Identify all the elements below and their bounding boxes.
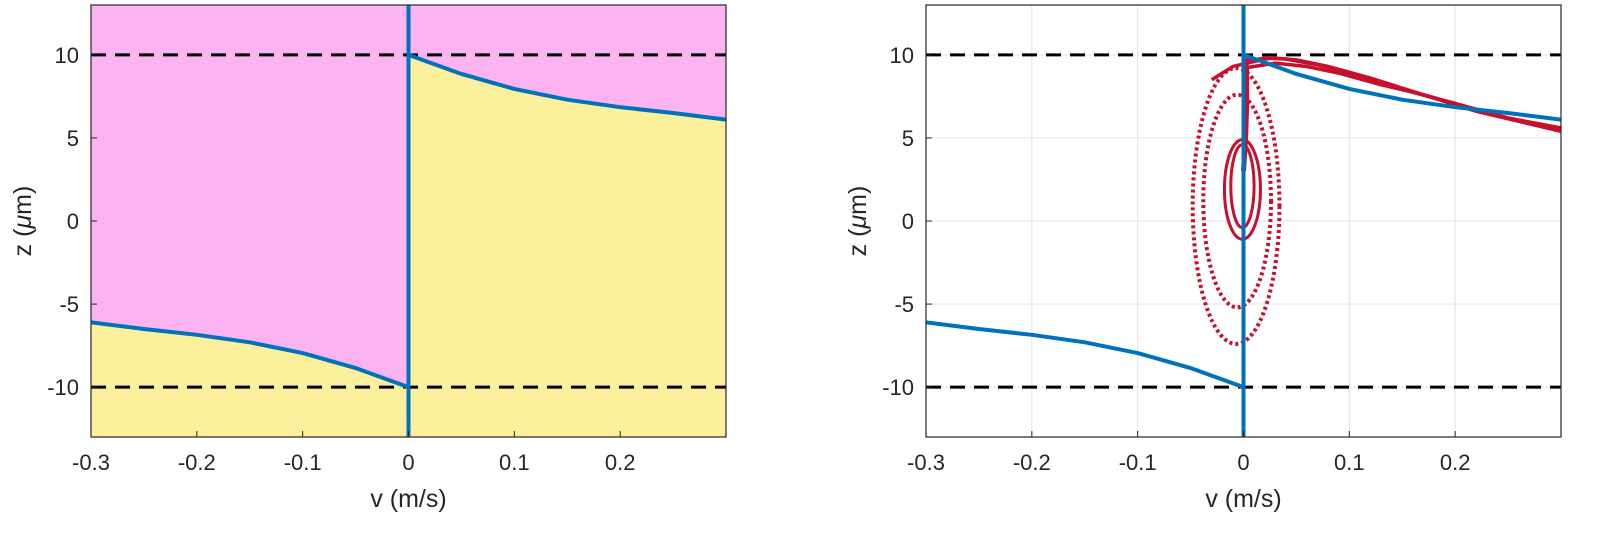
left-panel: -0.3 -0.2 -0.1 0 0.1 0.2 -10 -5 0 5 10 v (m/s) z (μm… [9,4,727,513]
y-tick-label: 10 [55,43,79,68]
x-tick-label: 0.2 [605,450,636,475]
x-tick-label: -0.1 [1119,450,1157,475]
y-tick-label: 0 [902,209,914,234]
x-axis-label: v (m/s) [1205,485,1281,513]
x-tick-label: -0.3 [907,450,945,475]
y-axis-label: z (μm) [9,186,37,257]
right-panel: -0.3 -0.2 -0.1 0 0.1 0.2 -10 -5 0 5 10 v (m/s) z (μm… [844,4,1562,513]
y-tick-label: -10 [882,375,914,400]
x-tick-label: -0.1 [284,450,322,475]
y-axis-label: z (μm) [844,186,872,257]
y-tick-label: -5 [894,292,914,317]
plot-area [91,5,726,437]
x-tick-label: 0 [402,450,414,475]
x-tick-label: -0.3 [72,450,110,475]
y-tick-label: 5 [67,126,79,151]
boundary-curve-right [1242,52,1561,122]
region-b-right [408,54,726,437]
x-tick-label: 0.1 [499,450,530,475]
plot-area [926,5,1561,437]
x-tick-label: 0.2 [1440,450,1471,475]
trajectory-branch [1243,61,1561,130]
x-tick-label: 0 [1237,450,1249,475]
x-tick-label: 0.1 [1334,450,1365,475]
y-tick-label: 10 [890,43,914,68]
x-axis-label: v (m/s) [370,485,446,513]
y-tick-label: -10 [47,375,79,400]
trajectory-loop [1201,92,1274,310]
y-tick-label: -5 [59,292,79,317]
boundary-curve-left [926,320,1245,390]
trajectory-loop [1190,66,1282,346]
y-tick-label: 0 [67,209,79,234]
y-tick-label: 5 [902,126,914,151]
region-b-left [91,322,409,437]
x-tick-label: -0.2 [178,450,216,475]
boundary-curve-right [407,52,726,122]
x-tick-label: -0.2 [1013,450,1051,475]
boundary-curve-left [91,320,410,390]
